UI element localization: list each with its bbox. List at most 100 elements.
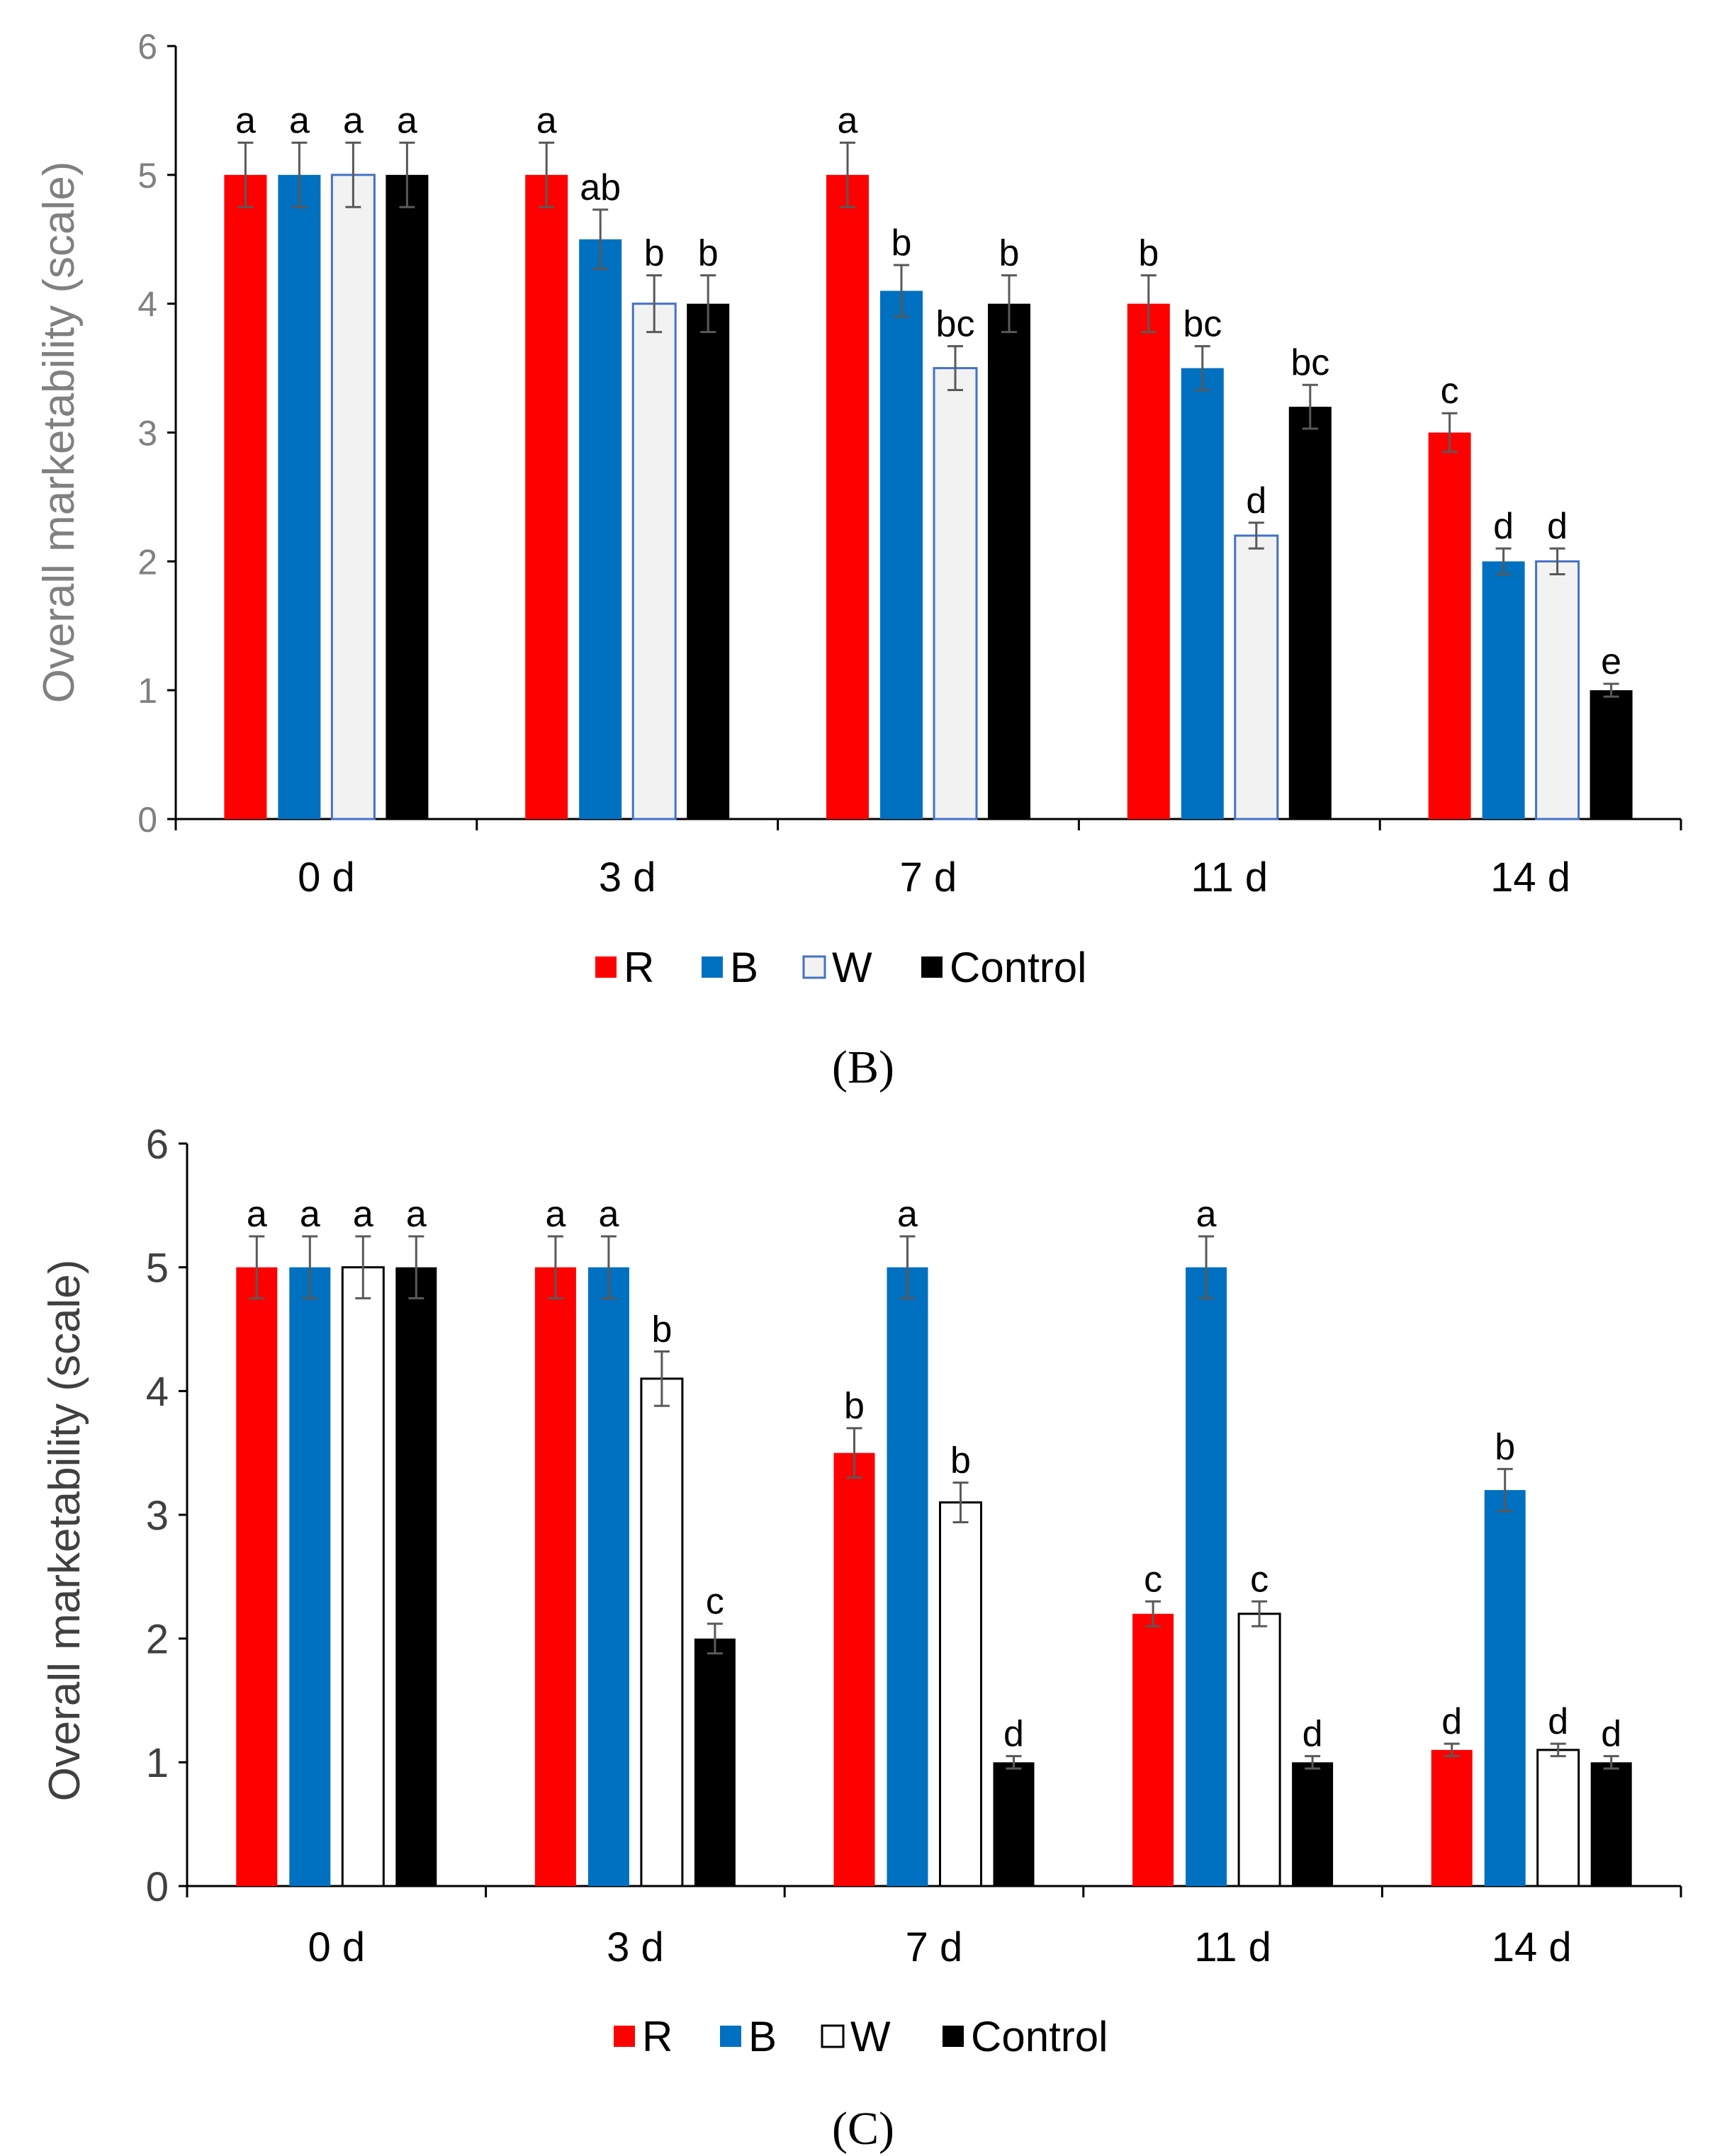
bar-b [1186, 1267, 1227, 1886]
bar-control [386, 174, 429, 820]
significance-letter: a [406, 1194, 427, 1235]
significance-letter: d [1548, 1701, 1568, 1742]
y-tick-label: 1 [146, 1740, 169, 1786]
bar-r [1428, 432, 1471, 819]
x-tick-label: 7 d [900, 854, 957, 901]
y-tick-label: 6 [146, 1122, 169, 1168]
y-tick-label: 3 [137, 414, 157, 453]
bar-control [395, 1267, 437, 1886]
legend-swatch-b [720, 2026, 741, 2047]
significance-letter: b [844, 1386, 865, 1427]
significance-letter: d [1303, 1714, 1323, 1755]
x-tick-label: 11 d [1191, 854, 1268, 901]
y-tick-label: 4 [137, 285, 157, 324]
bar-b [1484, 1490, 1526, 1886]
legend-swatch-control [943, 2026, 964, 2047]
y-axis-label: Overall marketability (scale) [35, 162, 84, 704]
significance-letter: a [897, 1194, 918, 1235]
bar-w [1536, 1749, 1580, 1887]
significance-letter: d [1493, 506, 1514, 547]
significance-letter: b [644, 233, 665, 274]
significance-letter: a [536, 100, 557, 141]
significance-letter: b [891, 222, 912, 264]
significance-letter: b [1495, 1426, 1515, 1467]
y-axis-label: Overall marketability (scale) [40, 1260, 89, 1802]
significance-letter: c [1250, 1559, 1268, 1600]
bar-w [631, 303, 677, 820]
significance-letter: b [1138, 233, 1159, 274]
significance-letter: a [300, 1194, 320, 1235]
significance-letter: bc [936, 304, 975, 345]
bar-w [330, 174, 376, 820]
y-tick-label: 4 [146, 1369, 169, 1415]
significance-letter: a [598, 1194, 619, 1235]
significance-letter: b [651, 1309, 672, 1350]
legend-label-control: Control [971, 2013, 1108, 2060]
significance-letter: a [343, 100, 364, 141]
bar-r [236, 1267, 278, 1886]
x-tick-label: 0 d [298, 854, 355, 901]
bar-control [694, 1638, 736, 1886]
significance-letter: d [1003, 1714, 1024, 1755]
bar-b [1482, 561, 1525, 819]
bar-b [579, 239, 622, 819]
significance-letter: a [397, 100, 417, 141]
y-tick-label: 5 [146, 1246, 169, 1292]
significance-letter: a [1196, 1194, 1217, 1235]
y-tick-label: 0 [137, 800, 157, 840]
significance-letter: d [1441, 1701, 1462, 1742]
bar-b [289, 1267, 331, 1886]
significance-letter: a [545, 1194, 566, 1235]
legend-swatch-b [702, 956, 723, 978]
significance-letter: d [1547, 506, 1568, 547]
bar-control [1292, 1762, 1334, 1886]
bar-w [1234, 534, 1279, 820]
bar-r [525, 174, 568, 820]
legend-swatch-r [595, 956, 617, 978]
bar-r [1127, 303, 1170, 820]
legend-label-w: W [832, 944, 872, 991]
significance-letter: a [235, 100, 256, 141]
legend-swatch-w [802, 955, 826, 979]
panel-label: (C) [832, 2103, 894, 2155]
bar-control [1288, 407, 1332, 819]
x-tick-label: 14 d [1492, 1924, 1572, 1970]
bar-control [988, 303, 1030, 820]
significance-letter: a [289, 100, 310, 141]
bar-b [587, 1267, 629, 1886]
legend-label-b: B [748, 2013, 777, 2060]
bar-control [1590, 690, 1633, 819]
legend-label-control: Control [950, 944, 1086, 991]
y-tick-label: 2 [146, 1617, 169, 1663]
legend: R B W Control [614, 2013, 1108, 2060]
legend-swatch-control [921, 956, 943, 978]
bar-r [826, 174, 869, 820]
significance-letter: a [353, 1194, 373, 1235]
bar-r [1431, 1749, 1473, 1886]
bar-b [880, 290, 923, 819]
significance-letter: bc [1183, 304, 1222, 345]
y-tick-label: 3 [146, 1493, 169, 1539]
x-tick-label: 0 d [308, 1924, 365, 1970]
x-tick-label: 3 d [599, 854, 656, 901]
legend-swatch-w [821, 2024, 845, 2048]
bar-control [1590, 1762, 1632, 1886]
x-tick-label: 11 d [1194, 1924, 1271, 1970]
legend: R B W Control [595, 944, 1086, 991]
significance-letter: bc [1290, 342, 1329, 383]
bar-r [534, 1267, 576, 1886]
significance-letter: d [1246, 480, 1266, 521]
bar-w [341, 1266, 385, 1887]
y-tick-label: 5 [137, 156, 157, 196]
bar-r [833, 1452, 875, 1886]
significance-letter: c [706, 1581, 724, 1622]
legend-label-w: W [850, 2013, 891, 2060]
significance-letter: c [1441, 371, 1459, 412]
significance-letter: b [950, 1440, 971, 1481]
y-tick-label: 6 [137, 27, 157, 67]
